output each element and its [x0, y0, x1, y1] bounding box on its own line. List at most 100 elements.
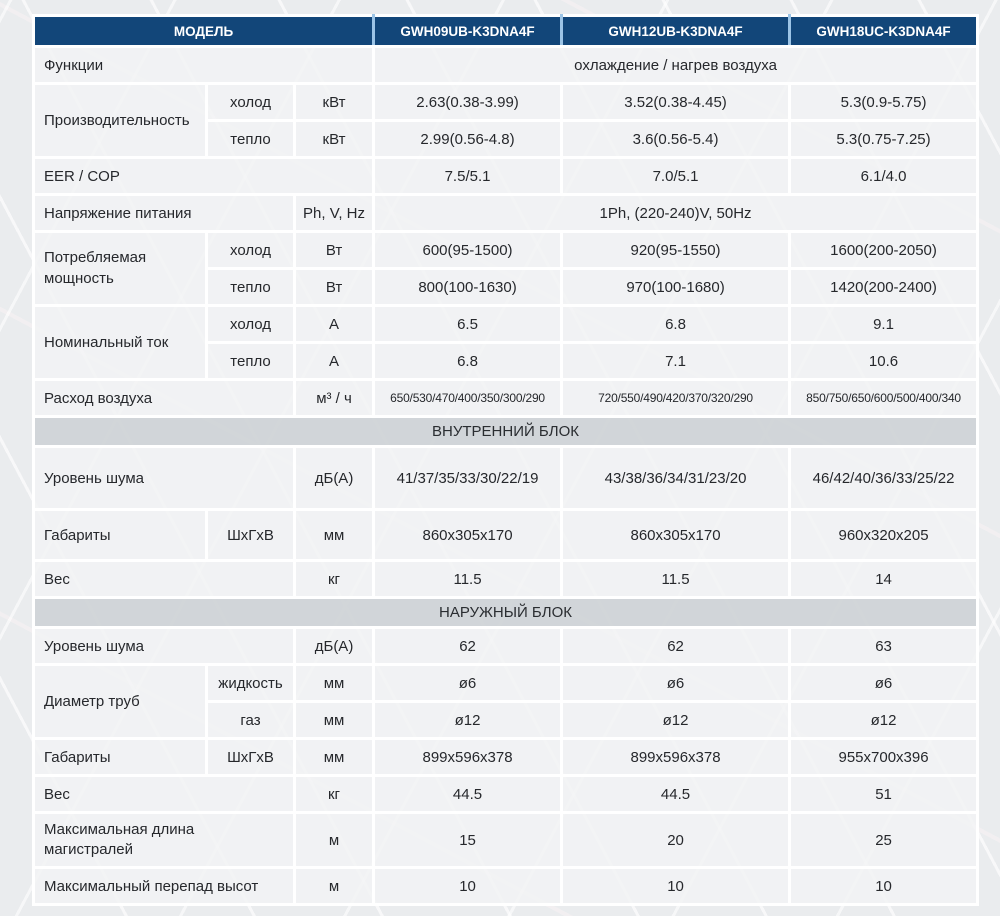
- outdoor-dimensions-sub: ШхГхВ: [205, 737, 296, 777]
- pipe-diameter-liquid-value-2: ø6: [560, 663, 792, 703]
- capacity-heat-sub: тепло: [205, 119, 296, 159]
- pipe-diameter-gas-unit: мм: [292, 700, 376, 740]
- table-header-row: МОДЕЛЬ GWH09UB-K3DNA4F GWH12UB-K3DNA4F G…: [31, 14, 980, 48]
- max-height-diff-label: Максимальный перепад высот: [32, 866, 296, 906]
- capacity-heat-value-2: 3.6(0.56-5.4): [560, 119, 792, 159]
- pipe-diameter-liquid-unit: мм: [292, 663, 376, 703]
- row-functions: Функции охлаждение / нагрев воздуха: [31, 45, 980, 85]
- max-pipe-length-value-1: 15: [372, 811, 564, 869]
- eer-cop-label: EER / COP: [31, 156, 376, 196]
- rated-current-cool-value-3: 9.1: [788, 304, 980, 344]
- power-consumption-cool-value-1: 600(95-1500): [372, 230, 564, 270]
- capacity-label: Производительность: [32, 82, 208, 159]
- power-consumption-heat-value-2: 970(100-1680): [560, 267, 792, 307]
- capacity-cool-value-3: 5.3(0.9-5.75): [788, 82, 980, 122]
- functions-label: Функции: [31, 45, 376, 85]
- indoor-weight-unit: кг: [292, 559, 376, 599]
- power-consumption-heat-unit: Вт: [292, 267, 376, 307]
- outdoor-dimensions-value-3: 955x700x396: [788, 737, 980, 777]
- outdoor-noise-unit: дБ(А): [292, 626, 376, 666]
- max-pipe-length-label: Максимальная длина магистралей: [32, 811, 296, 869]
- air-flow-label: Расход воздуха: [32, 378, 296, 418]
- rated-current-heat-unit: А: [292, 341, 376, 381]
- power-consumption-heat-sub: тепло: [205, 267, 296, 307]
- indoor-noise-value-2: 43/38/36/34/31/23/20: [560, 445, 792, 511]
- power-consumption-heat-value-3: 1420(200-2400): [788, 267, 980, 307]
- row-power-supply: Напряжение питания Ph, V, Hz 1Ph, (220-2…: [32, 193, 980, 233]
- eer-cop-value-1: 7.5/5.1: [372, 156, 564, 196]
- power-consumption-cool-value-2: 920(95-1550): [560, 230, 792, 270]
- indoor-dimensions-value-1: 860x305x170: [372, 508, 564, 562]
- row-capacity-cool: Производительность холод кВт 2.63(0.38-3…: [32, 82, 980, 159]
- row-max-height-diff: Максимальный перепад высот м 10 10 10: [32, 866, 980, 906]
- pipe-diameter-liquid-value-3: ø6: [788, 663, 980, 703]
- model-name-1: GWH09UB-K3DNA4F: [372, 14, 564, 48]
- row-pipe-diameter-liquid: Диаметр труб жидкость мм ø6 ø6 ø6: [32, 663, 980, 740]
- pipe-diameter-liquid-value-1: ø6: [372, 663, 564, 703]
- power-supply-unit: Ph, V, Hz: [292, 193, 376, 233]
- outdoor-weight-label: Вес: [32, 774, 296, 814]
- outdoor-dimensions-label: Габариты: [32, 737, 208, 777]
- row-indoor-weight: Вес кг 11.5 11.5 14: [32, 559, 980, 599]
- row-power-consumption-heat: тепло Вт 800(100-1630) 970(100-1680) 142…: [34, 267, 980, 307]
- capacity-heat-unit: кВт: [292, 119, 376, 159]
- capacity-cool-value-1: 2.63(0.38-3.99): [372, 82, 564, 122]
- rated-current-cool-value-1: 6.5: [372, 304, 564, 344]
- row-max-pipe-length: Максимальная длина магистралей м 15 20 2…: [32, 811, 980, 869]
- indoor-weight-label: Вес: [32, 559, 296, 599]
- rated-current-cool-sub: холод: [205, 304, 296, 344]
- row-outdoor-noise: Уровень шума дБ(А) 62 62 63: [32, 626, 980, 666]
- max-height-diff-value-2: 10: [560, 866, 792, 906]
- functions-value: охлаждение / нагрев воздуха: [372, 45, 980, 85]
- indoor-dimensions-unit: мм: [292, 508, 376, 562]
- model-name-3: GWH18UC-K3DNA4F: [788, 14, 980, 48]
- pipe-diameter-liquid-sub: жидкость: [205, 663, 296, 703]
- outdoor-dimensions-unit: мм: [292, 737, 376, 777]
- capacity-heat-value-3: 5.3(0.75-7.25): [788, 119, 980, 159]
- eer-cop-value-2: 7.0/5.1: [560, 156, 792, 196]
- eer-cop-value-3: 6.1/4.0: [788, 156, 980, 196]
- power-consumption-heat-value-1: 800(100-1630): [372, 267, 564, 307]
- rated-current-cool-unit: А: [292, 304, 376, 344]
- indoor-dimensions-label: Габариты: [32, 508, 208, 562]
- power-consumption-label: Потребляемая мощность: [32, 230, 208, 307]
- indoor-noise-unit: дБ(А): [292, 445, 376, 511]
- indoor-noise-label: Уровень шума: [32, 445, 296, 511]
- indoor-dimensions-value-3: 960x320x205: [788, 508, 980, 562]
- row-power-consumption-cool: Потребляемая мощность холод Вт 600(95-15…: [32, 230, 980, 307]
- max-pipe-length-unit: м: [292, 811, 376, 869]
- row-pipe-diameter-gas: газ мм ø12 ø12 ø12: [34, 700, 980, 740]
- row-rated-current-heat: тепло А 6.8 7.1 10.6: [34, 341, 980, 381]
- outdoor-dimensions-value-1: 899x596x378: [372, 737, 564, 777]
- pipe-diameter-gas-sub: газ: [205, 700, 296, 740]
- indoor-weight-value-1: 11.5: [372, 559, 564, 599]
- pipe-diameter-gas-value-3: ø12: [788, 700, 980, 740]
- outdoor-noise-value-1: 62: [372, 626, 564, 666]
- row-rated-current-cool: Номинальный ток холод А 6.5 6.8 9.1: [32, 304, 980, 381]
- rated-current-cool-value-2: 6.8: [560, 304, 792, 344]
- capacity-heat-value-1: 2.99(0.56-4.8): [372, 119, 564, 159]
- outdoor-noise-value-2: 62: [560, 626, 792, 666]
- capacity-cool-unit: кВт: [292, 82, 376, 122]
- power-consumption-cool-unit: Вт: [292, 230, 376, 270]
- model-header-label: МОДЕЛЬ: [31, 14, 376, 48]
- outdoor-weight-value-1: 44.5: [372, 774, 564, 814]
- power-consumption-cool-sub: холод: [205, 230, 296, 270]
- rated-current-heat-value-2: 7.1: [560, 341, 792, 381]
- outdoor-dimensions-value-2: 899x596x378: [560, 737, 792, 777]
- row-capacity-heat: тепло кВт 2.99(0.56-4.8) 3.6(0.56-5.4) 5…: [34, 119, 980, 159]
- row-indoor-noise: Уровень шума дБ(А) 41/37/35/33/30/22/19 …: [32, 445, 980, 511]
- rated-current-heat-value-3: 10.6: [788, 341, 980, 381]
- spec-table: МОДЕЛЬ GWH09UB-K3DNA4F GWH12UB-K3DNA4F G…: [31, 14, 980, 906]
- outdoor-weight-value-3: 51: [788, 774, 980, 814]
- power-supply-label: Напряжение питания: [32, 193, 296, 233]
- max-height-diff-value-1: 10: [372, 866, 564, 906]
- indoor-dimensions-value-2: 860x305x170: [560, 508, 792, 562]
- outdoor-noise-value-3: 63: [788, 626, 980, 666]
- indoor-weight-value-3: 14: [788, 559, 980, 599]
- indoor-weight-value-2: 11.5: [560, 559, 792, 599]
- outdoor-weight-value-2: 44.5: [560, 774, 792, 814]
- rated-current-heat-value-1: 6.8: [372, 341, 564, 381]
- max-height-diff-value-3: 10: [788, 866, 980, 906]
- max-pipe-length-label-text: Максимальная длина магистралей: [44, 820, 195, 858]
